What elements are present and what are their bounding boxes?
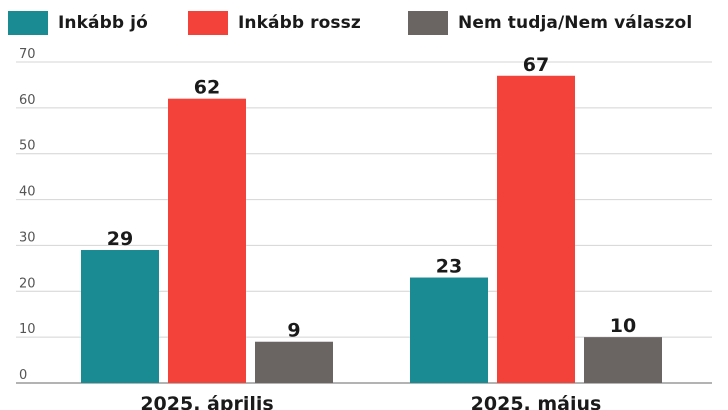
legend-label-inkabb-rossz: Inkább rossz (238, 13, 361, 33)
value-label-1-series-3: 9 (287, 320, 300, 342)
legend-label-nem-tudja: Nem tudja/Nem válaszol (458, 13, 693, 33)
y-tick-label-10: 10 (19, 322, 36, 337)
bar-1-series-1 (81, 250, 159, 383)
bar-2-series-1 (410, 277, 488, 383)
y-tick-label-40: 40 (19, 185, 36, 200)
legend-label-inkabb-jo: Inkább jó (58, 13, 148, 33)
bar-2-series-3 (584, 337, 662, 383)
legend-swatch-inkabb-rossz (188, 11, 228, 35)
y-tick-label-50: 50 (19, 139, 36, 154)
bar-1-series-3 (255, 341, 333, 383)
bar-2-series-2 (497, 75, 575, 383)
legend-item-inkabb-jo: Inkább jó (8, 10, 148, 36)
y-tick-label-70: 70 (19, 47, 36, 62)
category-label-1: 2025. április (140, 393, 273, 410)
value-label-1-series-2: 62 (194, 77, 220, 99)
value-label-1-series-1: 29 (107, 228, 133, 250)
legend-item-inkabb-rossz: Inkább rossz (188, 10, 361, 36)
y-tick-label-30: 30 (19, 230, 36, 245)
category-label-2: 2025. május (471, 393, 602, 410)
y-tick-label-0: 0 (19, 368, 27, 383)
value-label-2-series-1: 23 (436, 256, 462, 278)
bar-1-series-2 (168, 98, 246, 383)
legend-swatch-inkabb-jo (8, 11, 48, 35)
y-tick-label-60: 60 (19, 93, 36, 108)
legend: Inkább jó Inkább rossz Nem tudja/Nem vál… (0, 10, 728, 36)
value-label-2-series-3: 10 (610, 315, 636, 337)
value-label-2-series-2: 67 (523, 54, 549, 76)
y-tick-label-20: 20 (19, 276, 36, 291)
legend-item-nem-tudja: Nem tudja/Nem válaszol (408, 10, 692, 36)
legend-swatch-nem-tudja (408, 11, 448, 35)
